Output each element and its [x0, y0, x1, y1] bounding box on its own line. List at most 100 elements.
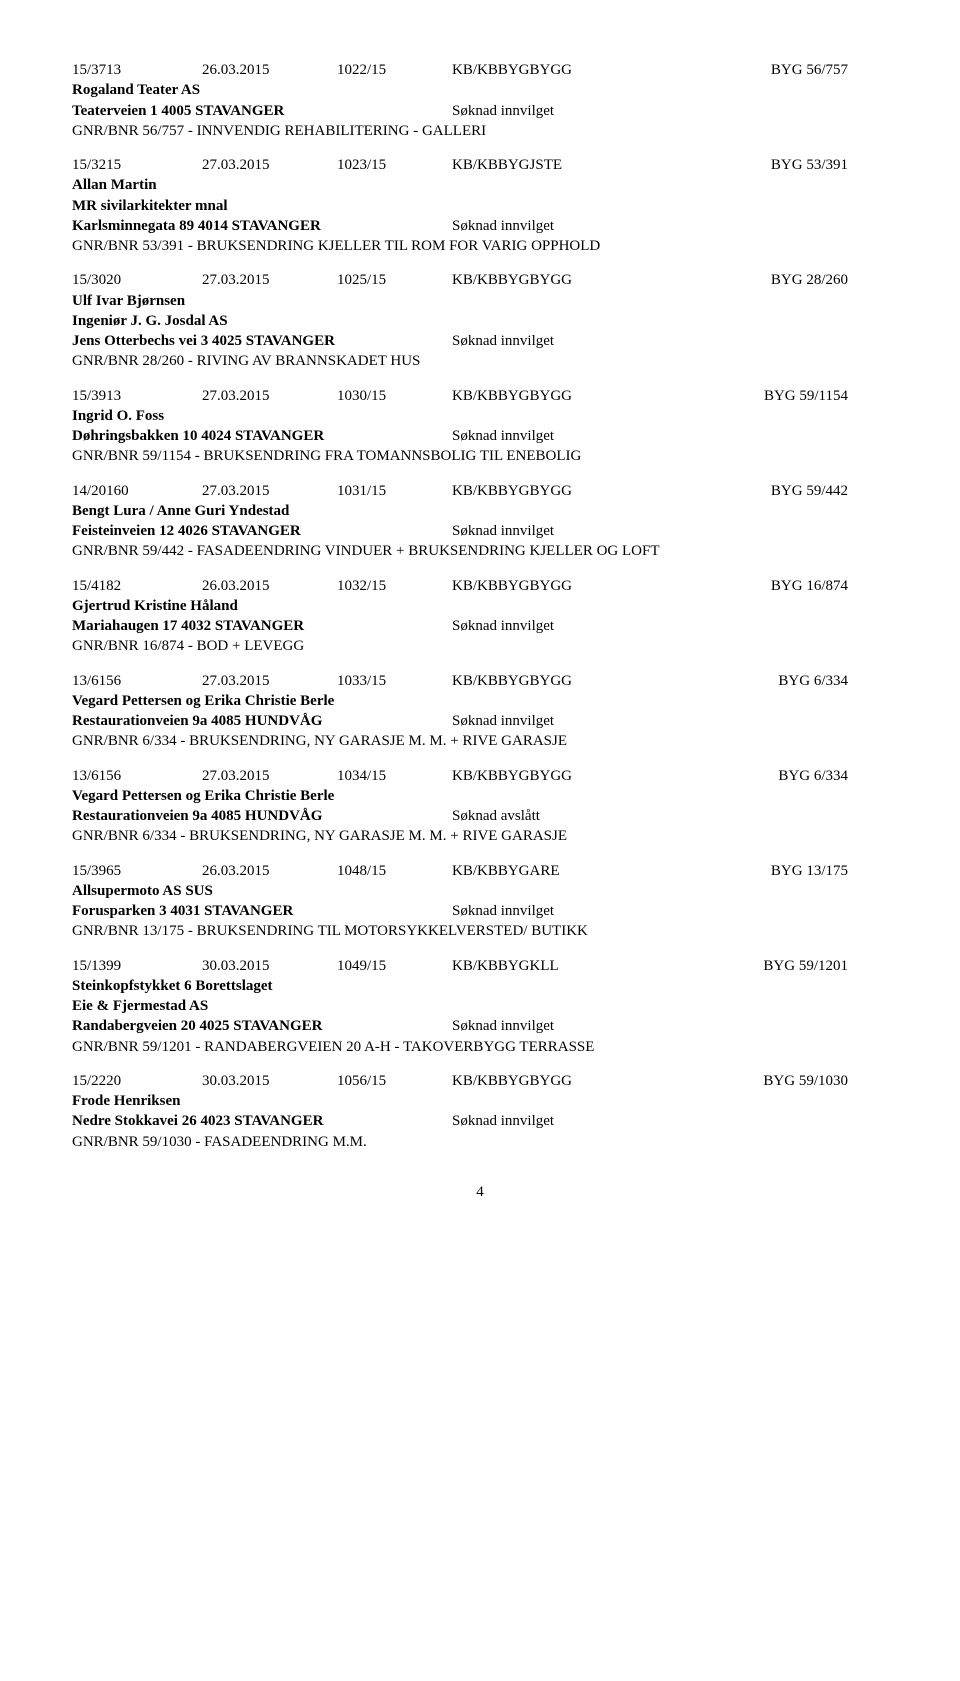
doc-no: 1025/15: [337, 270, 452, 290]
case-no: 15/3215: [72, 155, 202, 175]
entry-header-row: 13/615627.03.20151034/15KB/KBBYGBYGGBYG …: [72, 766, 888, 786]
status: Søknad innvilget: [452, 616, 554, 636]
handler: KB/KBBYGKLL: [452, 956, 732, 976]
owner: Steinkopfstykket 6 Borettslaget: [72, 976, 888, 996]
address: Mariahaugen 17 4032 STAVANGER: [72, 616, 452, 636]
description: GNR/BNR 16/874 - BOD + LEVEGG: [72, 636, 888, 656]
address: Randabergveien 20 4025 STAVANGER: [72, 1016, 452, 1036]
handler: KB/KBBYGBYGG: [452, 766, 732, 786]
case-no: 15/3913: [72, 386, 202, 406]
address-row: Karlsminnegata 89 4014 STAVANGERSøknad i…: [72, 216, 888, 236]
owner: Rogaland Teater AS: [72, 80, 888, 100]
ref: BYG 59/442: [732, 481, 888, 501]
entry: 13/615627.03.20151033/15KB/KBBYGBYGGBYG …: [72, 671, 888, 752]
owner: Vegard Pettersen og Erika Christie Berle: [72, 786, 888, 806]
date: 30.03.2015: [202, 1071, 337, 1091]
ref: BYG 6/334: [732, 766, 888, 786]
case-no: 15/3020: [72, 270, 202, 290]
status: Søknad innvilget: [452, 1016, 554, 1036]
address: Jens Otterbechs vei 3 4025 STAVANGER: [72, 331, 452, 351]
entry: 15/396526.03.20151048/15KB/KBBYGAREBYG 1…: [72, 861, 888, 942]
address-row: Feisteinveien 12 4026 STAVANGERSøknad in…: [72, 521, 888, 541]
doc-no: 1030/15: [337, 386, 452, 406]
status: Søknad innvilget: [452, 1111, 554, 1131]
entries-list: 15/371326.03.20151022/15KB/KBBYGBYGGBYG …: [72, 60, 888, 1152]
case-no: 13/6156: [72, 671, 202, 691]
page-number: 4: [72, 1182, 888, 1202]
date: 27.03.2015: [202, 386, 337, 406]
address: Nedre Stokkavei 26 4023 STAVANGER: [72, 1111, 452, 1131]
case-no: 14/20160: [72, 481, 202, 501]
status: Søknad innvilget: [452, 711, 554, 731]
entry-header-row: 15/139930.03.20151049/15KB/KBBYGKLLBYG 5…: [72, 956, 888, 976]
doc-no: 1033/15: [337, 671, 452, 691]
description: GNR/BNR 13/175 - BRUKSENDRING TIL MOTORS…: [72, 921, 888, 941]
case-no: 15/1399: [72, 956, 202, 976]
status: Søknad innvilget: [452, 901, 554, 921]
description: GNR/BNR 59/442 - FASADEENDRING VINDUER +…: [72, 541, 888, 561]
entry: 15/302027.03.20151025/15KB/KBBYGBYGGBYG …: [72, 270, 888, 371]
case-no: 15/3965: [72, 861, 202, 881]
ref: BYG 56/757: [732, 60, 888, 80]
date: 27.03.2015: [202, 155, 337, 175]
ref: BYG 13/175: [732, 861, 888, 881]
address-row: Nedre Stokkavei 26 4023 STAVANGERSøknad …: [72, 1111, 888, 1131]
handler: KB/KBBYGBYGG: [452, 1071, 732, 1091]
entry-header-row: 15/371326.03.20151022/15KB/KBBYGBYGGBYG …: [72, 60, 888, 80]
address: Feisteinveien 12 4026 STAVANGER: [72, 521, 452, 541]
doc-no: 1048/15: [337, 861, 452, 881]
entry: 14/2016027.03.20151031/15KB/KBBYGBYGGBYG…: [72, 481, 888, 562]
entry: 15/391327.03.20151030/15KB/KBBYGBYGGBYG …: [72, 386, 888, 467]
entry: 13/615627.03.20151034/15KB/KBBYGBYGGBYG …: [72, 766, 888, 847]
owner: Ingeniør J. G. Josdal AS: [72, 311, 888, 331]
status: Søknad innvilget: [452, 521, 554, 541]
address: Restaurationveien 9a 4085 HUNDVÅG: [72, 711, 452, 731]
entry: 15/321527.03.20151023/15KB/KBBYGJSTEBYG …: [72, 155, 888, 256]
case-no: 15/4182: [72, 576, 202, 596]
ref: BYG 59/1201: [732, 956, 888, 976]
date: 26.03.2015: [202, 861, 337, 881]
address-row: Restaurationveien 9a 4085 HUNDVÅGSøknad …: [72, 806, 888, 826]
owner: Allan Martin: [72, 175, 888, 195]
date: 30.03.2015: [202, 956, 337, 976]
owner: Allsupermoto AS SUS: [72, 881, 888, 901]
entry-header-row: 15/321527.03.20151023/15KB/KBBYGJSTEBYG …: [72, 155, 888, 175]
doc-no: 1022/15: [337, 60, 452, 80]
case-no: 15/3713: [72, 60, 202, 80]
ref: BYG 6/334: [732, 671, 888, 691]
description: GNR/BNR 6/334 - BRUKSENDRING, NY GARASJE…: [72, 731, 888, 751]
ref: BYG 59/1154: [732, 386, 888, 406]
address-row: Randabergveien 20 4025 STAVANGERSøknad i…: [72, 1016, 888, 1036]
doc-no: 1034/15: [337, 766, 452, 786]
owner: MR sivilarkitekter mnal: [72, 196, 888, 216]
date: 26.03.2015: [202, 60, 337, 80]
address-row: Restaurationveien 9a 4085 HUNDVÅGSøknad …: [72, 711, 888, 731]
date: 27.03.2015: [202, 671, 337, 691]
owner: Ingrid O. Foss: [72, 406, 888, 426]
description: GNR/BNR 56/757 - INNVENDIG REHABILITERIN…: [72, 121, 888, 141]
handler: KB/KBBYGBYGG: [452, 60, 732, 80]
owner: Eie & Fjermestad AS: [72, 996, 888, 1016]
handler: KB/KBBYGBYGG: [452, 576, 732, 596]
doc-no: 1031/15: [337, 481, 452, 501]
status: Søknad innvilget: [452, 101, 554, 121]
description: GNR/BNR 59/1201 - RANDABERGVEIEN 20 A-H …: [72, 1037, 888, 1057]
address-row: Mariahaugen 17 4032 STAVANGERSøknad innv…: [72, 616, 888, 636]
entry: 15/222030.03.20151056/15KB/KBBYGBYGGBYG …: [72, 1071, 888, 1152]
doc-no: 1023/15: [337, 155, 452, 175]
address-row: Jens Otterbechs vei 3 4025 STAVANGERSøkn…: [72, 331, 888, 351]
ref: BYG 59/1030: [732, 1071, 888, 1091]
address: Forusparken 3 4031 STAVANGER: [72, 901, 452, 921]
address: Restaurationveien 9a 4085 HUNDVÅG: [72, 806, 452, 826]
case-no: 13/6156: [72, 766, 202, 786]
ref: BYG 53/391: [732, 155, 888, 175]
status: Søknad innvilget: [452, 426, 554, 446]
entry-header-row: 13/615627.03.20151033/15KB/KBBYGBYGGBYG …: [72, 671, 888, 691]
handler: KB/KBBYGBYGG: [452, 386, 732, 406]
entry: 15/418226.03.20151032/15KB/KBBYGBYGGBYG …: [72, 576, 888, 657]
entry-header-row: 15/418226.03.20151032/15KB/KBBYGBYGGBYG …: [72, 576, 888, 596]
address: Teaterveien 1 4005 STAVANGER: [72, 101, 452, 121]
entry: 15/139930.03.20151049/15KB/KBBYGKLLBYG 5…: [72, 956, 888, 1057]
description: GNR/BNR 6/334 - BRUKSENDRING, NY GARASJE…: [72, 826, 888, 846]
case-no: 15/2220: [72, 1071, 202, 1091]
